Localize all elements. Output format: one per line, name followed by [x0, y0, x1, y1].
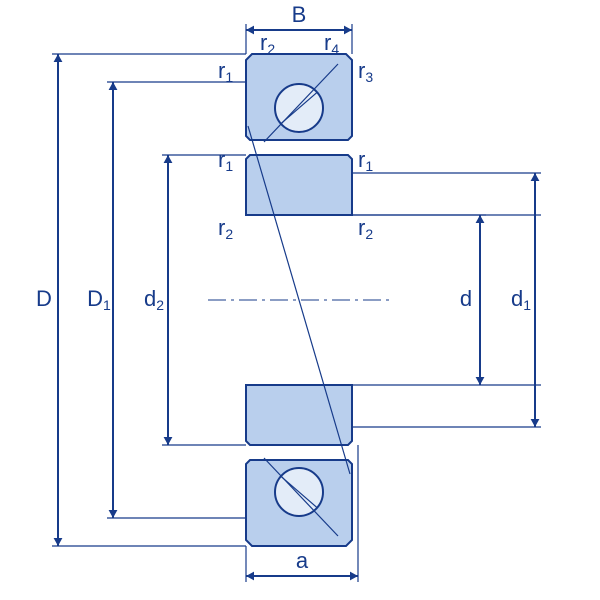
label-r2-top: r2 — [260, 30, 275, 57]
label-D1: D1 — [87, 286, 111, 313]
label-r1-inner-right: r1 — [358, 147, 373, 174]
label-r3: r3 — [358, 58, 373, 85]
label-B: B — [292, 2, 307, 27]
label-r2-inner-left: r2 — [218, 215, 233, 242]
label-r4: r4 — [324, 30, 339, 57]
bearing-top — [246, 54, 352, 215]
label-d: d — [460, 286, 472, 311]
label-r1-outer-left: r1 — [218, 58, 233, 85]
label-d1: d1 — [511, 286, 531, 313]
label-D: D — [36, 286, 52, 311]
label-a: a — [296, 548, 309, 573]
label-d2: d2 — [144, 286, 164, 313]
label-r2-inner-right: r2 — [358, 215, 373, 242]
bearing-bottom — [246, 385, 352, 546]
label-r1-inner-left: r1 — [218, 147, 233, 174]
